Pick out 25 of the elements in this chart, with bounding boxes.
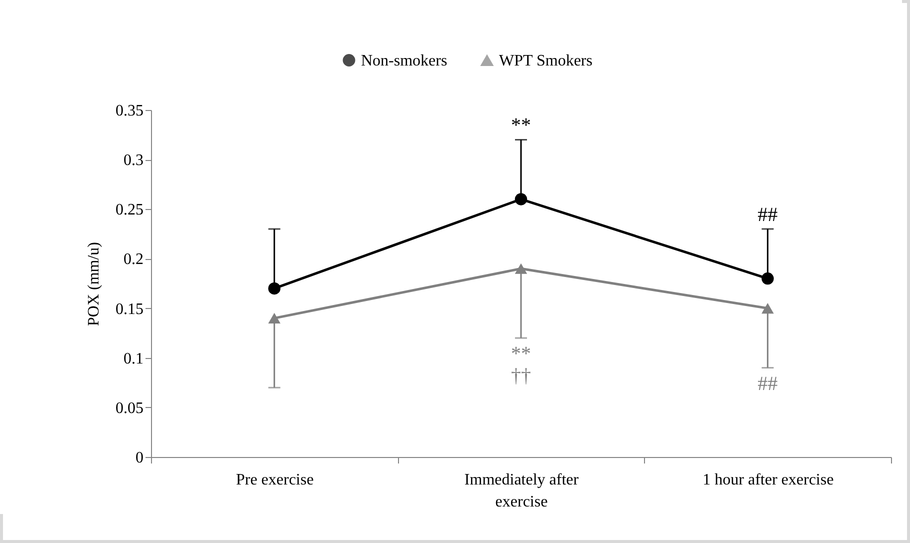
y-tick-label: 0.1 — [124, 350, 144, 368]
annotation: ** — [511, 343, 531, 366]
y-tick-label: 0.2 — [124, 251, 144, 268]
y-tick-label: 0.25 — [116, 202, 144, 219]
y-tick-label: 0.3 — [124, 152, 144, 170]
y-tick-label: 0.05 — [116, 400, 144, 417]
annotation: ** — [511, 114, 531, 137]
legend-label: WPT Smokers — [499, 52, 592, 70]
point — [268, 282, 280, 295]
x-tick-label: Pre exercise — [236, 472, 314, 488]
y-tick-label: 0.15 — [116, 300, 144, 318]
legend-label: Non-smokers — [361, 52, 448, 70]
point — [762, 272, 774, 285]
annotation: †† — [511, 365, 531, 388]
y-tick-label: 0.35 — [116, 102, 144, 120]
x-tick-label: Immediately after exercise — [464, 472, 580, 510]
y-tick-label: 0 — [136, 450, 144, 466]
annotation: ## — [758, 372, 778, 395]
y-axis-title: POX (mm/u) — [86, 242, 102, 326]
annotation: ## — [758, 204, 778, 226]
point — [268, 312, 280, 324]
point — [762, 302, 774, 314]
point — [514, 263, 528, 274]
point — [514, 193, 528, 206]
x-tick-label: 1 hour after exercise — [702, 472, 834, 488]
